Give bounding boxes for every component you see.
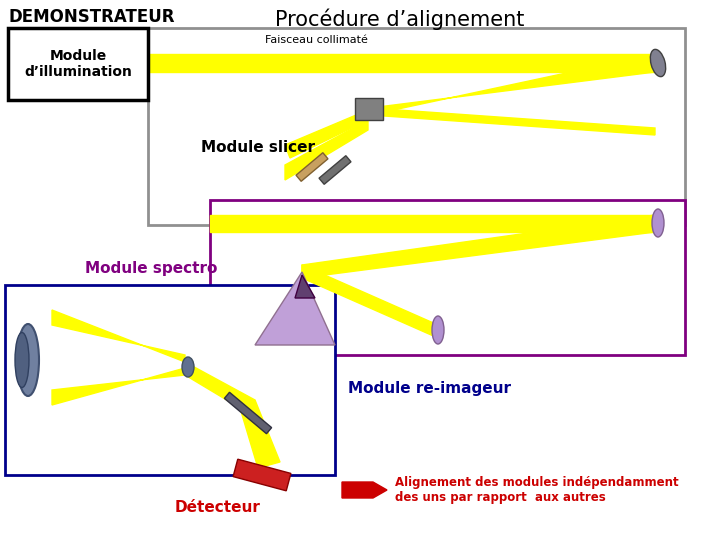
FancyArrow shape bbox=[342, 482, 387, 498]
Polygon shape bbox=[370, 108, 655, 135]
Bar bbox=[355, 98, 383, 120]
Polygon shape bbox=[255, 272, 335, 345]
Ellipse shape bbox=[652, 209, 664, 237]
Polygon shape bbox=[319, 156, 351, 184]
Ellipse shape bbox=[182, 357, 194, 377]
Polygon shape bbox=[302, 265, 438, 338]
Polygon shape bbox=[370, 54, 655, 115]
Ellipse shape bbox=[432, 316, 444, 344]
Bar bbox=[148, 28, 685, 225]
Text: Alignement des modules indépendamment
des uns par rapport  aux autres: Alignement des modules indépendamment de… bbox=[395, 476, 679, 504]
Polygon shape bbox=[52, 310, 185, 362]
Text: Module spectro: Module spectro bbox=[85, 260, 217, 275]
Polygon shape bbox=[240, 400, 280, 468]
Polygon shape bbox=[285, 120, 368, 180]
Polygon shape bbox=[285, 110, 368, 158]
Polygon shape bbox=[295, 275, 315, 298]
Text: Détecteur: Détecteur bbox=[175, 501, 261, 516]
Text: DEMONSTRATEUR: DEMONSTRATEUR bbox=[8, 8, 174, 26]
Bar bbox=[210, 200, 685, 355]
Polygon shape bbox=[302, 215, 655, 278]
Text: Module
d’illumination: Module d’illumination bbox=[24, 49, 132, 79]
Polygon shape bbox=[148, 54, 655, 72]
Text: Module re-imageur: Module re-imageur bbox=[348, 381, 511, 395]
Ellipse shape bbox=[17, 324, 39, 396]
Polygon shape bbox=[233, 459, 291, 491]
Polygon shape bbox=[52, 368, 185, 405]
Text: Module slicer: Module slicer bbox=[201, 140, 315, 156]
Text: Procédure d’alignement: Procédure d’alignement bbox=[275, 8, 525, 30]
Polygon shape bbox=[210, 215, 655, 232]
Polygon shape bbox=[296, 153, 328, 181]
Text: Faisceau collimaté: Faisceau collimaté bbox=[265, 35, 368, 45]
Ellipse shape bbox=[15, 333, 29, 388]
Polygon shape bbox=[225, 392, 271, 434]
Bar bbox=[5, 285, 335, 475]
Ellipse shape bbox=[650, 49, 666, 77]
Bar bbox=[8, 28, 148, 100]
Polygon shape bbox=[185, 362, 255, 408]
